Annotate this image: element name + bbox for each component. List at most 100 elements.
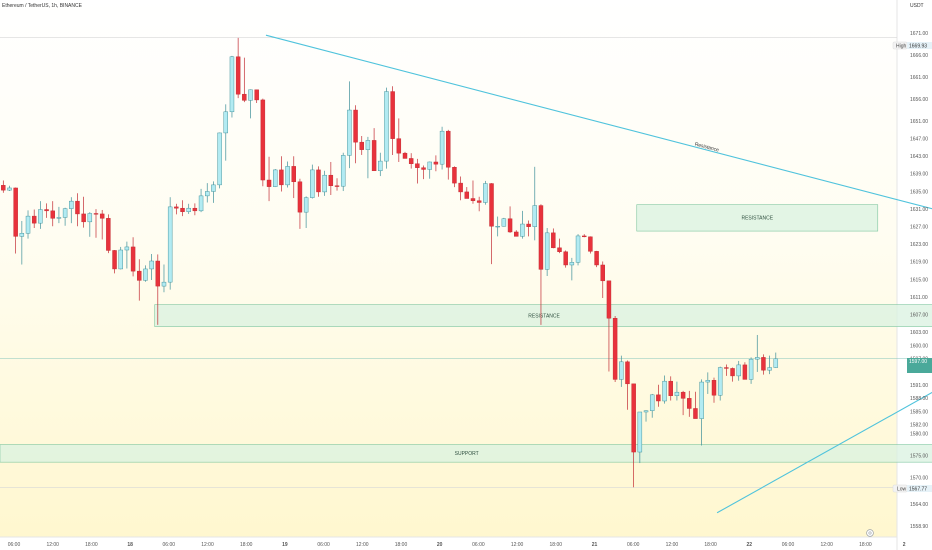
candle-body[interactable] [396,138,402,154]
candle-body[interactable] [229,56,235,113]
candle-body[interactable] [279,169,284,186]
trendline-2[interactable] [716,391,932,514]
candle-body[interactable] [192,207,198,212]
candle-body[interactable] [211,184,216,192]
candle-body[interactable] [656,394,661,402]
candle-body[interactable] [705,380,711,383]
candle-body[interactable] [439,130,445,165]
candle-body[interactable] [378,160,383,172]
candle-body[interactable] [711,380,717,396]
candle-body[interactable] [291,166,296,183]
candle-body[interactable] [544,232,550,270]
candle-body[interactable] [532,205,538,227]
candle-body[interactable] [118,249,123,270]
candle-body[interactable] [748,358,754,380]
candle-body[interactable] [489,183,494,227]
candle-body[interactable] [316,169,321,193]
candle-body[interactable] [674,391,680,396]
candle-body[interactable] [167,206,173,283]
candle-body[interactable] [662,380,667,402]
candle-body[interactable] [612,318,618,380]
candle-body[interactable] [581,235,587,238]
candle-body[interactable] [75,200,80,215]
candle-body[interactable] [334,185,340,187]
candle-body[interactable] [260,99,266,181]
candle-body[interactable] [643,410,649,413]
candle-body[interactable] [106,218,111,251]
candle-body[interactable] [248,89,253,101]
candle-body[interactable] [501,218,507,227]
candle-body[interactable] [668,380,673,396]
candle-body[interactable] [359,141,364,150]
candle-body[interactable] [242,93,247,101]
candle-body[interactable] [303,197,309,213]
candle-body[interactable] [235,56,241,95]
candle-body[interactable] [198,195,204,212]
candle-body[interactable] [619,361,624,380]
candle-body[interactable] [687,398,692,409]
candle-body[interactable] [223,111,229,134]
candle-body[interactable] [699,381,704,419]
candle-body[interactable] [495,226,500,228]
candle-body[interactable] [761,357,766,371]
candle-body[interactable] [446,130,451,168]
candle-body[interactable] [427,161,432,170]
candle-body[interactable] [161,281,167,287]
candle-body[interactable] [81,213,86,223]
candle-body[interactable] [371,140,377,172]
candle-body[interactable] [538,205,544,270]
candle-body[interactable] [390,91,395,139]
candle-body[interactable] [174,206,179,209]
zone-box-3[interactable] [0,444,932,463]
candle-body[interactable] [44,209,49,212]
candle-body[interactable] [421,167,426,170]
gear-icon[interactable] [866,529,874,537]
candle-body[interactable] [551,232,556,249]
candle-body[interactable] [606,280,612,319]
candle-body[interactable] [458,182,463,193]
candle-body[interactable] [507,218,513,233]
candle-body[interactable] [742,364,748,380]
candle-body[interactable] [637,411,643,453]
candle-body[interactable] [365,140,371,150]
candle-body[interactable] [588,236,593,252]
candle-body[interactable] [717,367,723,396]
candle-body[interactable] [56,217,62,219]
candle-body[interactable] [476,200,482,203]
candle-body[interactable] [310,169,315,198]
candle-body[interactable] [563,251,568,266]
candle-body[interactable] [773,358,779,368]
candle-body[interactable] [767,367,772,371]
candle-body[interactable] [180,207,185,212]
candle-body[interactable] [649,394,655,411]
zone-box-1[interactable] [636,204,879,232]
candle-body[interactable] [19,233,25,237]
candle-body[interactable] [1,185,6,191]
current-price-tag[interactable]: 1597.00 [907,358,932,373]
candle-body[interactable] [124,246,130,251]
candle-body[interactable] [149,260,154,270]
candle-body[interactable] [93,213,99,215]
candle-body[interactable] [483,183,488,203]
candle-body[interactable] [340,155,346,187]
candle-body[interactable] [62,208,68,218]
candle-body[interactable] [25,215,31,234]
candle-body[interactable] [526,223,531,227]
candle-body[interactable] [755,357,760,360]
candle-body[interactable] [31,215,37,224]
candle-body[interactable] [254,89,259,101]
candle-body[interactable] [464,191,470,199]
candle-body[interactable] [186,207,191,212]
candle-body[interactable] [272,169,278,187]
candle-body[interactable] [328,174,334,186]
candle-body[interactable] [353,109,358,143]
candle-body[interactable] [143,268,148,281]
candle-body[interactable] [50,210,55,219]
candle-body[interactable] [600,264,605,282]
candle-body[interactable] [724,367,729,369]
candle-body[interactable] [433,161,439,165]
candle-body[interactable] [557,247,562,252]
candle-body[interactable] [322,174,327,193]
